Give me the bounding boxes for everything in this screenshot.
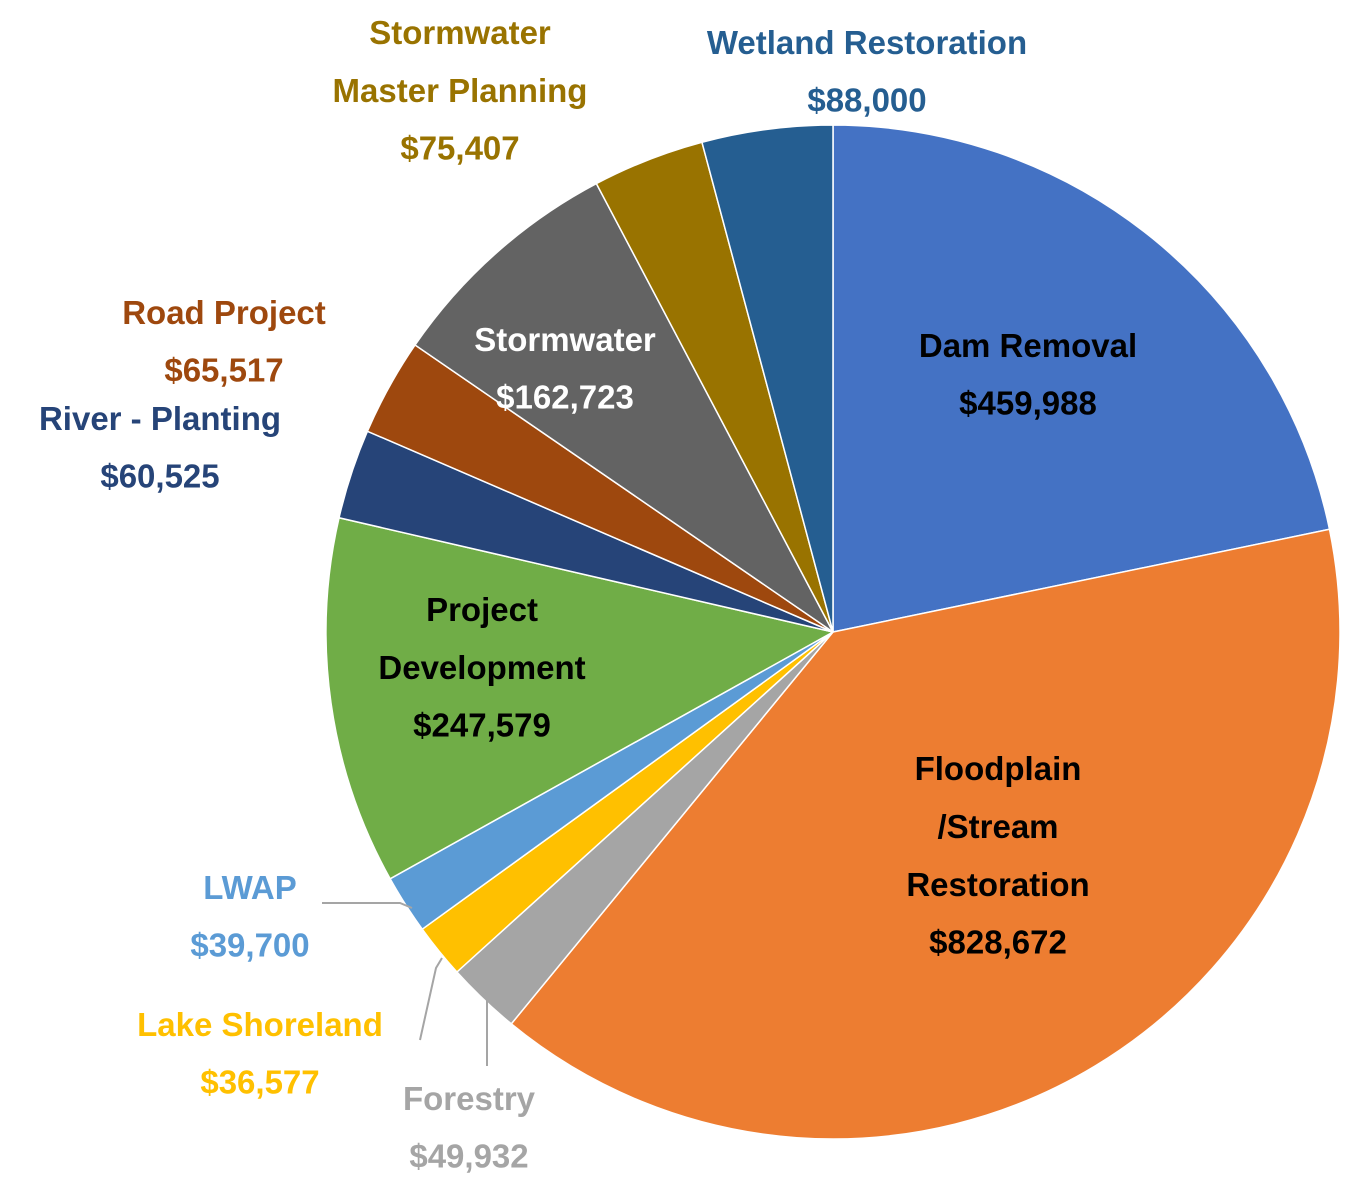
labels: Dam Removal $459,988 Floodplain/Stream Rest… <box>39 14 1137 1175</box>
category-label: Stormwater Master Planning <box>333 14 588 109</box>
pie-slice <box>510 528 1341 1140</box>
value-label: $49,932 <box>409 1138 528 1175</box>
category-label: Forestry <box>403 1080 536 1117</box>
label-line: Lake Shoreland <box>137 1006 383 1043</box>
label-line: Restoration <box>906 866 1089 903</box>
label-line: Project <box>426 591 538 628</box>
label-line: Road Project <box>122 294 326 331</box>
label-line: River - Planting <box>39 400 281 437</box>
category-label: Stormwater <box>474 321 656 358</box>
pie-slice <box>832 124 1331 633</box>
label-line: Floodplain <box>915 750 1082 787</box>
leader-line <box>322 902 413 909</box>
label-line: Wetland Restoration <box>707 24 1027 61</box>
leader-line <box>419 957 443 1041</box>
pie-slice <box>414 182 834 633</box>
label-line: Development <box>378 649 585 686</box>
category-label: LWAP <box>203 869 297 906</box>
value-label: $459,988 <box>959 385 1097 422</box>
label-line: LWAP <box>203 869 297 906</box>
value-label: $65,517 <box>164 352 283 389</box>
category-label: Floodplain/Stream Restoration <box>906 750 1089 903</box>
value-label: $39,700 <box>190 927 309 964</box>
value-label: $88,000 <box>807 82 926 119</box>
leader-line <box>483 991 488 1066</box>
value-label: $36,577 <box>200 1064 319 1101</box>
value-label: $247,579 <box>413 707 551 744</box>
category-label: Wetland Restoration <box>707 24 1027 61</box>
pie-slice <box>325 516 836 880</box>
category-label: Lake Shoreland <box>137 1006 383 1043</box>
label-line: Master Planning <box>333 72 588 109</box>
value-label: $828,672 <box>929 924 1067 961</box>
pie <box>325 124 1341 1140</box>
category-label: River - Planting <box>39 400 281 437</box>
label-line: Forestry <box>403 1080 536 1117</box>
label-line: /Stream <box>937 808 1058 845</box>
label-line: Stormwater <box>474 321 656 358</box>
category-label: Dam Removal <box>919 327 1137 364</box>
value-label: $162,723 <box>496 379 634 416</box>
category-label: Road Project <box>122 294 326 331</box>
value-label: $75,407 <box>400 130 519 167</box>
category-label: Project Development <box>378 591 585 686</box>
label-line: Dam Removal <box>919 327 1137 364</box>
label-line: Stormwater <box>369 14 551 51</box>
pie-slice <box>701 124 834 633</box>
value-label: $60,525 <box>100 458 219 495</box>
